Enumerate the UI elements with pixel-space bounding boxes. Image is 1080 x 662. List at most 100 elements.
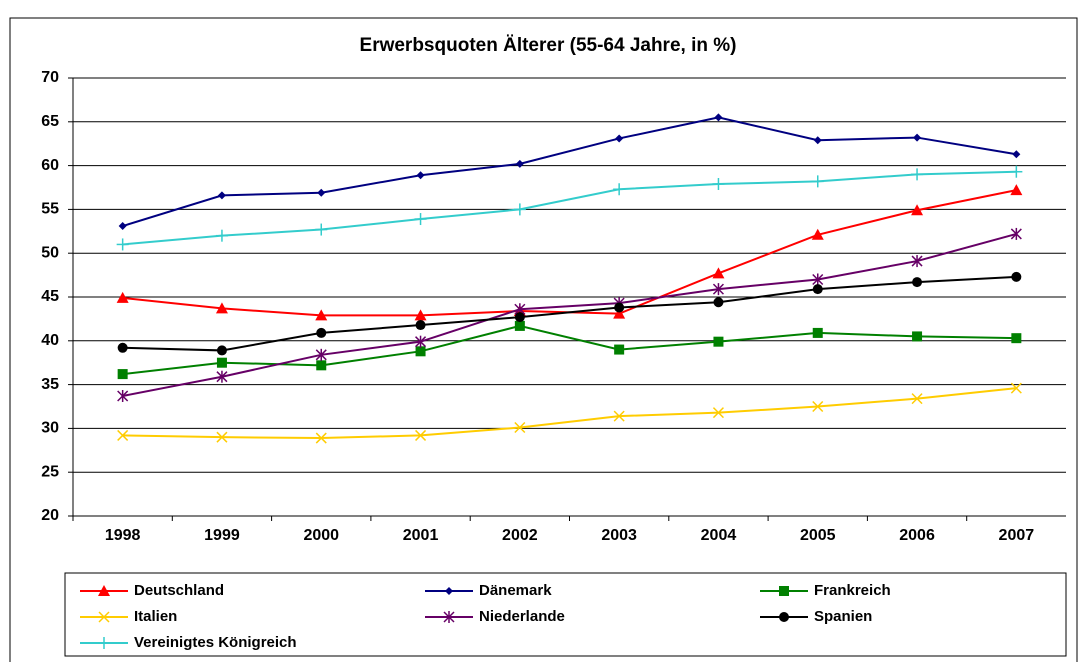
marker-shape [614, 302, 625, 313]
marker [911, 168, 924, 181]
marker-shape [714, 113, 723, 122]
marker-shape [811, 228, 824, 240]
marker-shape [911, 204, 924, 216]
marker [811, 175, 824, 188]
x-tick-label: 2004 [701, 527, 737, 544]
series-line [122, 387, 1017, 440]
marker [514, 421, 526, 434]
marker [416, 171, 425, 180]
legend-item: Niederlande [425, 608, 565, 625]
legend-label: Italien [134, 608, 177, 625]
marker [98, 637, 110, 649]
marker [415, 429, 427, 441]
chart-title: Erwerbsquoten Älterer (55-64 Jahre, in %… [360, 35, 737, 56]
marker-shape [118, 222, 127, 231]
legend-label: Spanien [814, 608, 872, 625]
marker-shape [779, 586, 789, 596]
marker-shape [415, 429, 427, 441]
x-tick-label: 2000 [303, 527, 339, 544]
marker-shape [813, 136, 822, 145]
marker [779, 586, 789, 596]
marker-shape [316, 360, 327, 371]
marker-shape [1010, 382, 1022, 394]
marker [712, 267, 725, 279]
marker-shape [1012, 150, 1021, 159]
legend-item: Deutschland [80, 582, 224, 599]
marker-shape [779, 612, 789, 622]
marker-shape [812, 400, 824, 413]
marker [118, 222, 127, 231]
marker-shape [98, 611, 110, 623]
series-line [122, 232, 1017, 397]
marker-shape [414, 309, 427, 321]
marker [713, 336, 724, 347]
marker [1010, 227, 1022, 240]
marker-shape [812, 327, 823, 338]
marker-shape [712, 407, 724, 419]
marker [911, 204, 924, 216]
marker [117, 429, 129, 441]
chart-frame [9, 17, 1078, 662]
marker-shape [415, 346, 426, 357]
marker [712, 407, 724, 419]
marker [216, 345, 227, 356]
marker-shape [1010, 184, 1023, 196]
marker [414, 309, 427, 321]
marker-shape [316, 327, 327, 338]
marker [116, 291, 129, 303]
x-tick-label: 2006 [899, 527, 935, 544]
marker [215, 229, 228, 242]
marker [613, 307, 626, 319]
legend-item: Spanien [760, 608, 872, 625]
marker [414, 213, 427, 226]
marker [117, 369, 128, 380]
marker [315, 223, 328, 236]
marker-shape [315, 432, 327, 444]
legend-label: Vereinigtes Königreich [134, 634, 297, 651]
marker-shape [216, 431, 228, 443]
marker [911, 255, 923, 268]
marker-shape [117, 429, 129, 441]
marker [812, 273, 824, 286]
marker-shape [1011, 333, 1022, 344]
marker-shape [514, 320, 525, 331]
marker [415, 320, 426, 331]
marker [913, 133, 922, 142]
x-tick-label: 2007 [999, 527, 1035, 544]
marker [445, 587, 453, 595]
y-tick-label: 70 [41, 69, 59, 86]
marker [443, 611, 455, 623]
marker [98, 611, 110, 623]
marker-shape [911, 393, 923, 405]
marker [116, 238, 129, 251]
marker [216, 357, 227, 368]
marker-shape [613, 307, 626, 319]
marker-shape [615, 134, 624, 143]
marker [1010, 165, 1023, 178]
marker-shape [315, 309, 328, 321]
marker-shape [415, 320, 426, 331]
y-tick-label: 25 [41, 463, 59, 480]
marker-shape [217, 191, 226, 200]
marker-shape [216, 345, 227, 356]
legend-label: Niederlande [479, 608, 565, 625]
x-tick-label: 1998 [105, 527, 141, 544]
marker [98, 585, 110, 596]
marker-shape [515, 159, 524, 168]
marker-shape [117, 369, 128, 380]
marker [216, 431, 228, 443]
marker [615, 134, 624, 143]
x-tick-label: 1999 [204, 527, 240, 544]
marker [713, 297, 724, 308]
marker-shape [514, 312, 525, 323]
marker [912, 331, 923, 342]
marker-shape [812, 284, 823, 295]
marker [812, 284, 823, 295]
marker-shape [1011, 271, 1022, 282]
legend-item: Frankreich [760, 582, 891, 599]
marker-shape [514, 421, 526, 434]
marker [515, 159, 524, 168]
marker-shape [912, 277, 923, 288]
marker [315, 309, 328, 321]
series-line [122, 324, 1017, 376]
